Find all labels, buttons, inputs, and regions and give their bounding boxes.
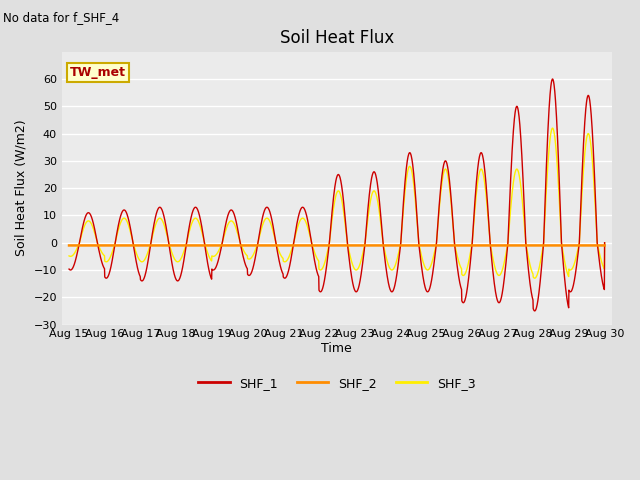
SHF_3 (211, 253, 219, 259)
SHF_3 (531, 276, 538, 281)
SHF_1 (211, 266, 219, 272)
SHF_1 (548, 76, 556, 82)
Line: SHF_3: SHF_3 (69, 128, 605, 278)
Title: Soil Heat Flux: Soil Heat Flux (280, 29, 394, 48)
SHF_1 (397, 228, 405, 234)
SHF_3 (601, 240, 609, 246)
SHF_3 (548, 125, 556, 131)
SHF_2 (342, 242, 349, 248)
SHF_2 (65, 242, 73, 248)
SHF_1 (342, 222, 349, 228)
Y-axis label: Soil Heat Flux (W/m2): Soil Heat Flux (W/m2) (15, 120, 28, 256)
SHF_3 (578, 198, 586, 204)
SHF_2 (495, 242, 503, 248)
SHF_2 (211, 242, 219, 248)
SHF_1 (578, 183, 586, 189)
SHF_3 (495, 273, 503, 278)
Text: TW_met: TW_met (70, 66, 126, 79)
SHF_3 (397, 230, 405, 236)
Line: SHF_1: SHF_1 (69, 79, 605, 311)
SHF_3 (165, 240, 173, 246)
Text: No data for f_SHF_4: No data for f_SHF_4 (3, 11, 120, 24)
SHF_2 (577, 242, 585, 248)
SHF_2 (601, 242, 609, 248)
X-axis label: Time: Time (321, 342, 352, 355)
SHF_2 (165, 242, 173, 248)
SHF_3 (342, 227, 349, 232)
SHF_1 (495, 300, 503, 305)
SHF_1 (65, 266, 73, 272)
SHF_1 (165, 240, 173, 246)
SHF_1 (531, 308, 538, 314)
SHF_1 (601, 240, 609, 246)
SHF_2 (397, 242, 405, 248)
Legend: SHF_1, SHF_2, SHF_3: SHF_1, SHF_2, SHF_3 (193, 372, 481, 395)
SHF_3 (65, 253, 73, 259)
